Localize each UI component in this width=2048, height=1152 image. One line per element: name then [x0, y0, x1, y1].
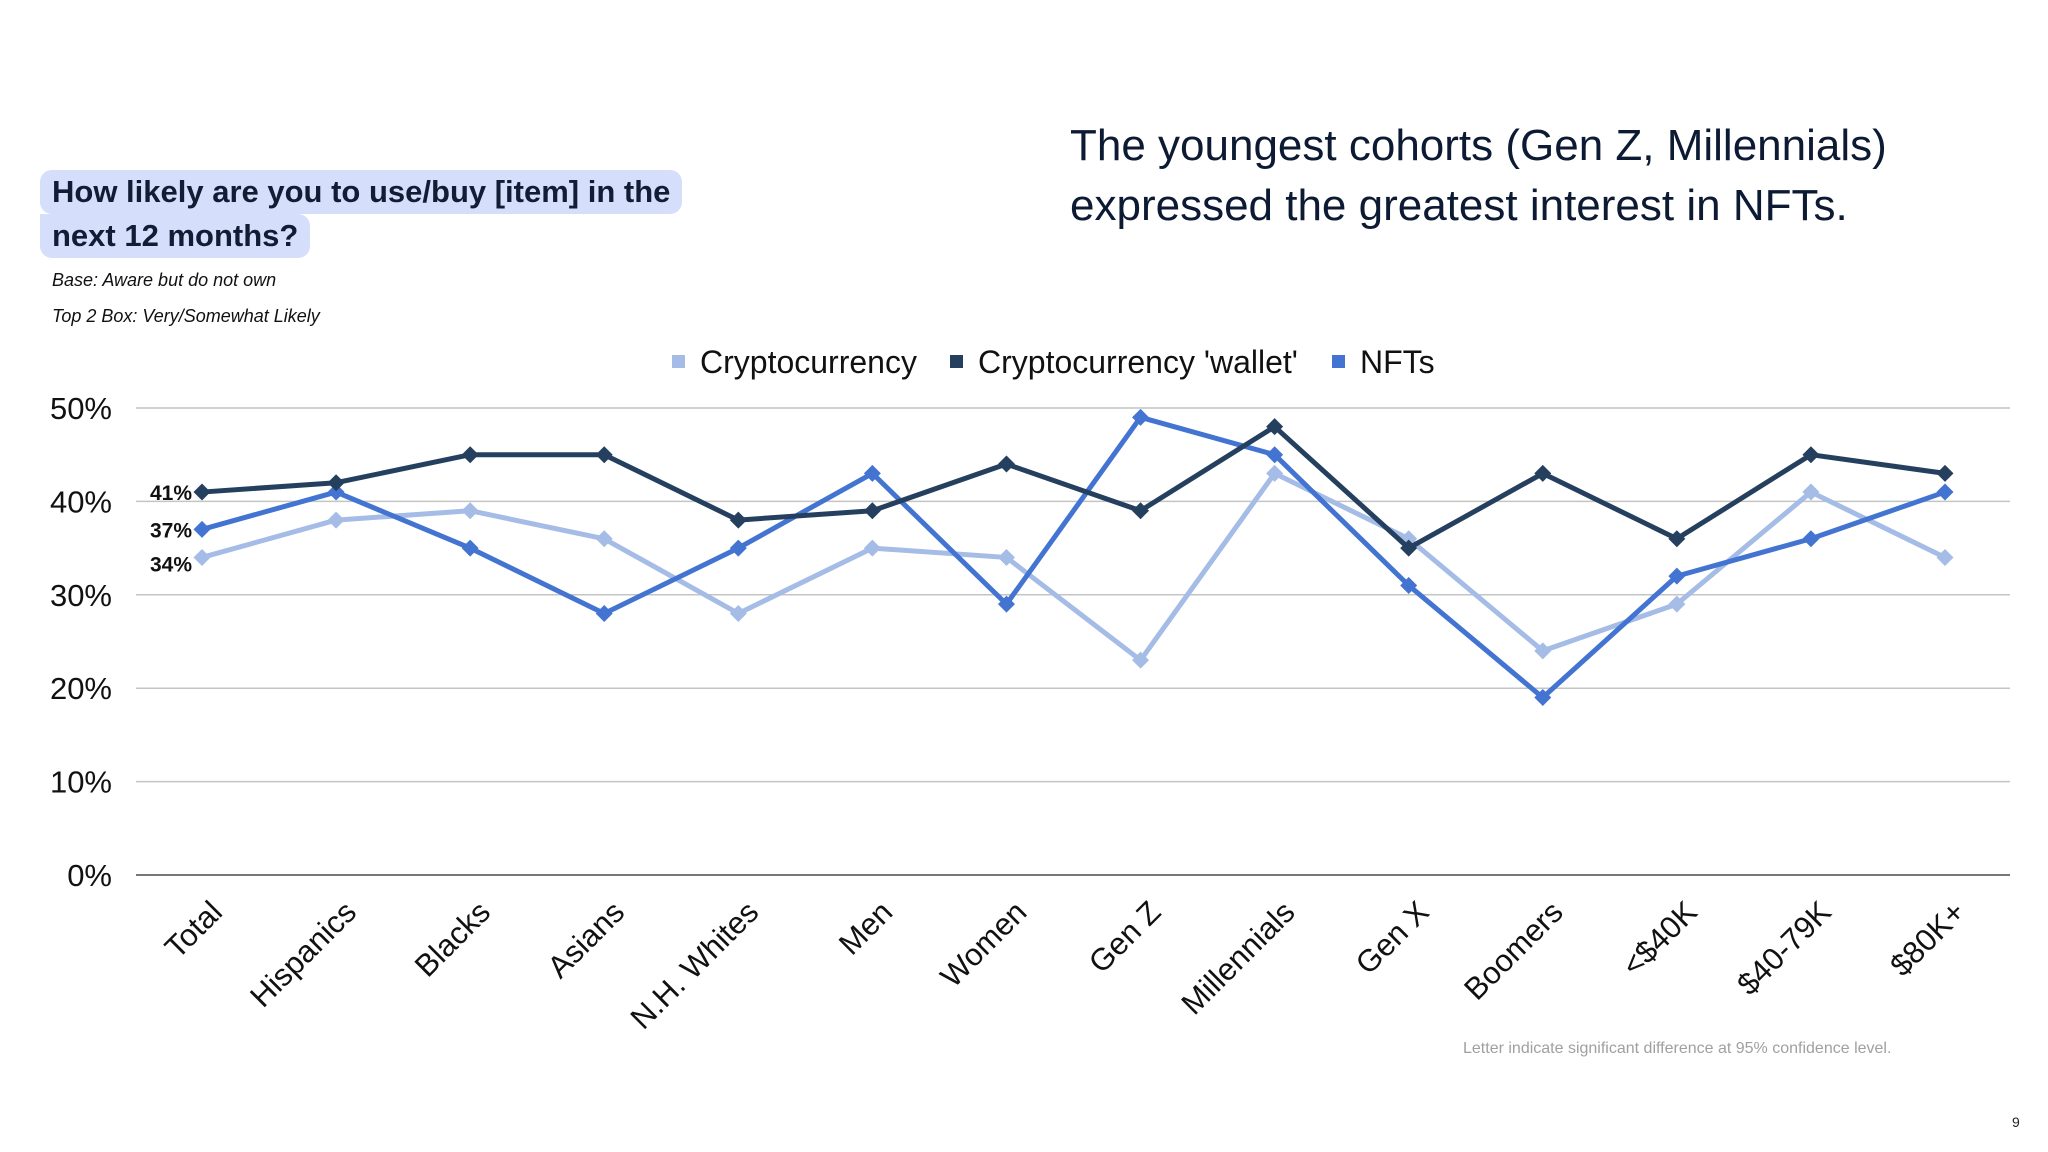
- x-tick-label: Millennials: [1174, 894, 1301, 1021]
- data-point: [595, 604, 613, 622]
- data-point: [1534, 689, 1552, 707]
- data-point: [461, 539, 479, 557]
- data-point: [1668, 530, 1686, 548]
- y-tick-label: 10%: [50, 765, 112, 800]
- data-point: [997, 548, 1015, 566]
- data-point: [1266, 464, 1284, 482]
- legend-label: Cryptocurrency 'wallet': [978, 344, 1298, 380]
- data-point: [1534, 642, 1552, 660]
- data-point: [1936, 483, 1954, 501]
- data-point: [1936, 464, 1954, 482]
- data-point: [1802, 446, 1820, 464]
- x-tick-label: Gen X: [1349, 894, 1436, 981]
- data-point: [863, 502, 881, 520]
- y-tick-label: 40%: [50, 484, 112, 519]
- top2-note: Top 2 Box: Very/Somewhat Likely: [52, 306, 320, 326]
- data-point: [863, 539, 881, 557]
- data-label: 37%: [150, 519, 192, 542]
- question-line-2: next 12 months?: [40, 214, 311, 258]
- data-point: [1132, 502, 1150, 520]
- x-tick-label: Asians: [541, 894, 632, 985]
- data-point: [997, 455, 1015, 473]
- data-point: [193, 520, 211, 538]
- y-tick-label: 0%: [67, 858, 112, 893]
- question-line-1: How likely are you to use/buy [item] in …: [40, 170, 683, 214]
- data-point: [1132, 651, 1150, 669]
- x-tick-label: Women: [934, 894, 1034, 994]
- data-label: 41%: [150, 482, 192, 505]
- headline-line-1: The youngest cohorts (Gen Z, Millennials…: [1070, 121, 1887, 170]
- x-tick-label: <$40K: [1615, 894, 1704, 983]
- data-point: [729, 511, 747, 529]
- data-point: [461, 502, 479, 520]
- series-line-2: [201, 414, 1946, 701]
- data-point: [1668, 567, 1686, 585]
- headline-line-2: expressed the greatest interest in NFTs.: [1070, 181, 1848, 230]
- x-tick-label: Blacks: [408, 894, 497, 983]
- data-point: [1266, 418, 1284, 436]
- data-point: [1132, 408, 1150, 426]
- y-tick-label: 50%: [50, 391, 112, 426]
- legend-swatch: [950, 355, 963, 368]
- data-point: [1802, 483, 1820, 501]
- data-point: [193, 548, 211, 566]
- x-tick-label: Total: [158, 894, 229, 965]
- base-note: Base: Aware but do not own: [52, 270, 277, 290]
- x-tick-label: $40-79K: [1730, 894, 1838, 1002]
- x-tick-label: Gen Z: [1082, 894, 1168, 980]
- legend-label: NFTs: [1360, 344, 1435, 380]
- data-point: [327, 511, 345, 529]
- question-box: How likely are you to use/buy [item] in …: [40, 170, 683, 258]
- data-label: 34%: [150, 553, 192, 576]
- data-point: [595, 530, 613, 548]
- y-tick-label: 30%: [50, 578, 112, 613]
- data-point: [863, 464, 881, 482]
- data-point: [1936, 548, 1954, 566]
- data-point: [1400, 576, 1418, 594]
- data-point: [1668, 595, 1686, 613]
- legend-swatch: [1332, 355, 1345, 368]
- footnote: Letter indicate significant difference a…: [1463, 1040, 1892, 1057]
- series-line-1: [201, 424, 1946, 551]
- data-point: [729, 604, 747, 622]
- data-point: [997, 595, 1015, 613]
- x-tick-label: Boomers: [1457, 894, 1569, 1006]
- page-number: 9: [2012, 1114, 2020, 1130]
- data-point: [1400, 539, 1418, 557]
- series-line-0: [201, 470, 1947, 663]
- legend-swatch: [672, 355, 685, 368]
- headline: The youngest cohorts (Gen Z, Millennials…: [1070, 116, 1970, 236]
- x-tick-label: $80K+: [1883, 894, 1972, 983]
- data-point: [327, 474, 345, 492]
- x-tick-label: Men: [832, 894, 899, 961]
- data-point: [595, 446, 613, 464]
- x-tick-label: Hispanics: [243, 894, 363, 1014]
- data-point: [1534, 464, 1552, 482]
- data-point: [729, 539, 747, 557]
- x-tick-label: N.H. Whites: [624, 894, 766, 1036]
- y-tick-label: 20%: [50, 671, 112, 706]
- data-point: [193, 483, 211, 501]
- data-point: [1802, 530, 1820, 548]
- data-point: [461, 446, 479, 464]
- data-point: [327, 483, 345, 501]
- data-point: [1266, 446, 1284, 464]
- legend-label: Cryptocurrency: [700, 344, 917, 380]
